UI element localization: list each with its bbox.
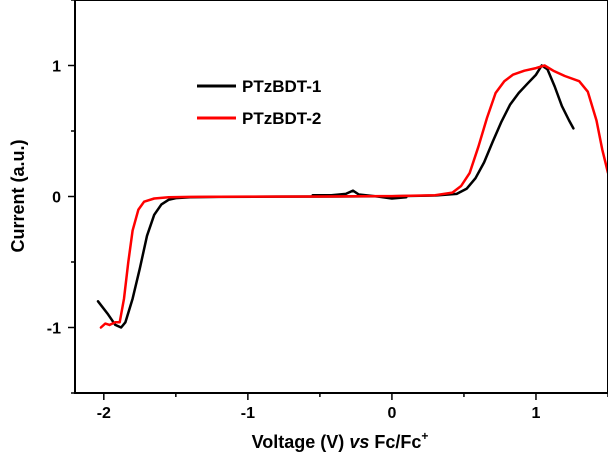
- x-axis-title-superscript: +: [421, 429, 428, 443]
- series-line-ptzbdt-1: [311, 189, 408, 200]
- x-axis-title: Voltage (V) vs Fc/Fc+: [252, 429, 429, 452]
- y-tick-label: -1: [47, 321, 61, 338]
- series-line-ptzbdt-2: [108, 64, 608, 327]
- legend: PTzBDT-1 PTzBDT-2: [197, 77, 321, 128]
- x-axis-title-ref: Fc/Fc: [369, 432, 421, 452]
- legend-label-ptzbdt-1: PTzBDT-1: [242, 77, 321, 96]
- x-axis-title-main: Voltage (V): [252, 432, 350, 452]
- x-tick-label: -1: [241, 405, 255, 422]
- y-tick-label: 0: [52, 190, 61, 207]
- x-tick-label: 1: [532, 405, 541, 422]
- x-tick-label: -2: [97, 405, 111, 422]
- legend-label-ptzbdt-2: PTzBDT-2: [242, 109, 321, 128]
- series-line-ptzbdt-2: [99, 322, 111, 329]
- y-tick-label: 1: [52, 59, 61, 76]
- x-axis-title-vs: vs: [349, 432, 369, 452]
- x-tick-label: 0: [387, 405, 396, 422]
- y-axis-title: Current (a.u.): [8, 139, 28, 252]
